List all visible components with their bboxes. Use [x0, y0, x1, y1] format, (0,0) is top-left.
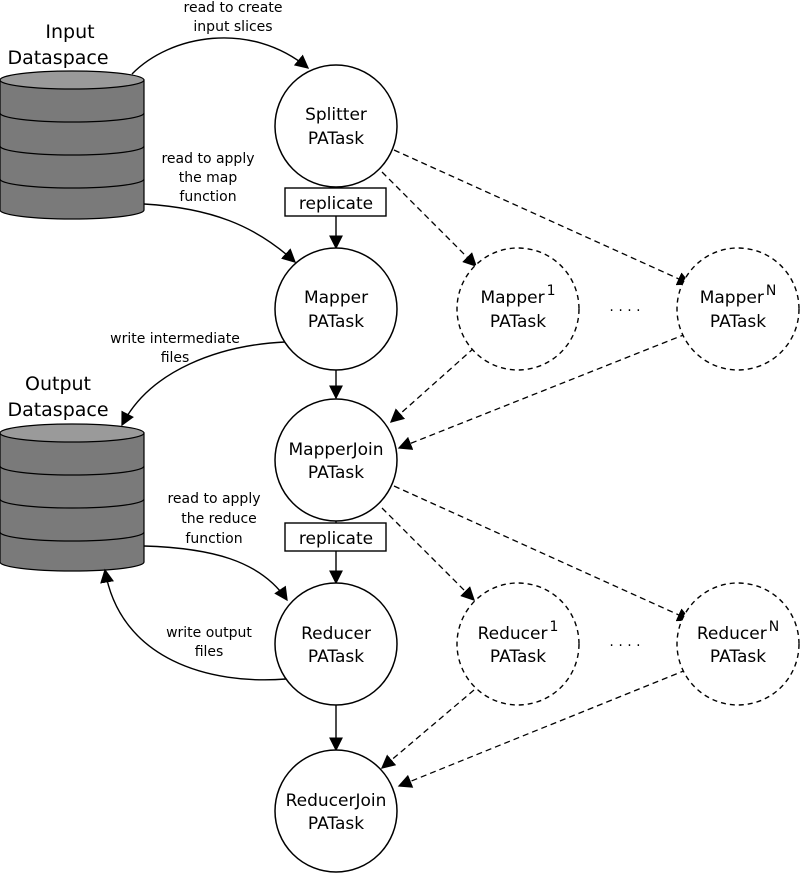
edge-label-reducer-output-2: files	[195, 644, 224, 660]
task-mapper-1-line2: PATask	[490, 312, 546, 332]
task-mapperjoin-line1: MapperJoin	[288, 440, 383, 460]
task-circle-dashed	[676, 247, 800, 371]
edge-reducern-to-reducerjoin	[397, 669, 687, 788]
task-reducer-n-name: Reducer	[697, 624, 767, 644]
task-circle-dashed	[676, 582, 800, 706]
task-mapper-n-line2: PATask	[710, 312, 766, 332]
task-mapperjoin: MapperJoin PATask	[274, 398, 398, 522]
task-reducer-n-superscript: N	[769, 619, 779, 635]
task-reducerjoin: ReducerJoin PATask	[274, 749, 398, 873]
input-cylinder-band	[0, 112, 145, 123]
output-dataspace: Output Dataspace	[0, 373, 145, 572]
edge-mapper1-to-mapperjoin	[389, 347, 475, 423]
edge-labels: read to create input slices read to appl…	[110, 0, 282, 660]
task-reducer-n-line2: PATask	[710, 647, 766, 667]
edge-output-to-reducer	[143, 545, 288, 602]
output-cylinder-top	[0, 423, 145, 443]
task-circle-dashed	[456, 582, 580, 706]
task-reducer-1-line1: Reducer 1	[478, 619, 559, 644]
task-reducer-1-line2: PATask	[490, 647, 546, 667]
task-mapper-n-line1: Mapper N	[700, 283, 777, 308]
task-reducerjoin-line1: ReducerJoin	[286, 791, 387, 811]
task-mapper-line2: PATask	[308, 312, 364, 332]
task-splitter: Splitter PATask	[274, 64, 398, 188]
task-circle	[274, 398, 398, 522]
edge-label-input-splitter-1: read to create	[184, 0, 283, 16]
task-mapperjoin-line2: PATask	[308, 463, 364, 483]
replicate-box-top	[284, 187, 387, 217]
output-cylinder-band	[0, 465, 145, 476]
task-splitter-line1: Splitter	[305, 105, 367, 125]
replicate-label-top: replicate	[299, 194, 373, 214]
edge-input-to-splitter	[131, 37, 310, 75]
edge-mappern-to-mapperjoin	[397, 333, 687, 450]
task-reducer-1-name: Reducer	[478, 624, 548, 644]
edge-reducer1-to-reducerjoin	[380, 689, 475, 769]
replicate-box-bottom	[284, 522, 387, 552]
task-mapper-1-name: Mapper	[480, 288, 544, 308]
input-dataspace-title-2: Dataspace	[7, 47, 108, 69]
input-cylinder-band	[0, 178, 145, 189]
edge-label-reducer-output-1: write output	[166, 625, 252, 641]
edge-label-output-reducer-1: read to apply	[167, 491, 260, 507]
task-mapper-n-name: Mapper	[700, 288, 764, 308]
output-dataspace-title-2: Dataspace	[7, 399, 108, 421]
edge-label-input-mapper-3: function	[179, 189, 236, 205]
task-reducer-n: Reducer N PATask	[676, 582, 800, 706]
dashed-edges	[380, 149, 692, 788]
task-reducer: Reducer PATask	[274, 582, 398, 706]
task-reducer-1: Reducer 1 PATask	[456, 582, 580, 706]
task-mapper-1-superscript: 1	[547, 283, 556, 299]
task-reducer-line2: PATask	[308, 647, 364, 667]
task-circle-dashed	[456, 247, 580, 371]
task-circle	[274, 64, 398, 188]
task-mapper-1-line1: Mapper 1	[480, 283, 555, 308]
edge-mapper-to-output	[121, 341, 286, 427]
replicate-top: replicate	[284, 187, 387, 217]
task-circle	[274, 749, 398, 873]
edge-label-output-reducer-2: the reduce	[181, 511, 257, 527]
task-circle	[274, 247, 398, 371]
edge-mapperjoin-to-reducern	[393, 485, 692, 622]
edge-label-input-splitter-2: input slices	[193, 19, 272, 35]
input-dataspace: Input Dataspace	[0, 21, 145, 220]
input-cylinder-body	[0, 79, 145, 220]
input-cylinder-top	[0, 70, 145, 90]
edge-label-output-reducer-3: function	[185, 531, 242, 547]
replicate-bottom: replicate	[284, 522, 387, 552]
edge-splitter-to-mappern	[393, 149, 692, 286]
task-mapper-n: Mapper N PATask	[676, 247, 800, 371]
mapper-row-ellipsis: . . . .	[609, 299, 640, 315]
input-dataspace-title-1: Input	[45, 21, 94, 43]
edge-label-mapper-output-2: files	[161, 350, 190, 366]
edge-mapperjoin-to-reducer1	[381, 507, 475, 601]
task-mapper-n-superscript: N	[766, 283, 776, 299]
edge-input-to-mapper	[143, 203, 297, 263]
output-cylinder-band	[0, 498, 145, 509]
task-mapper-1: Mapper 1 PATask	[456, 247, 580, 371]
task-reducer-n-line1: Reducer N	[697, 619, 779, 644]
input-cylinder-band	[0, 145, 145, 156]
task-reducer-line1: Reducer	[301, 624, 371, 644]
task-reducerjoin-line2: PATask	[308, 814, 364, 834]
task-splitter-line2: PATask	[308, 129, 364, 149]
output-dataspace-title-1: Output	[25, 373, 91, 395]
edge-label-input-mapper-1: read to apply	[161, 151, 254, 167]
edge-label-mapper-output-1: write intermediate	[110, 331, 240, 347]
reducer-row-ellipsis: . . . .	[609, 634, 640, 650]
task-mapper-line1: Mapper	[304, 288, 368, 308]
task-reducer-1-superscript: 1	[549, 619, 558, 635]
output-cylinder-body	[0, 432, 145, 572]
replicate-label-bottom: replicate	[299, 529, 373, 549]
edge-label-input-mapper-2: the map	[179, 170, 238, 186]
edge-reducer-to-output	[100, 568, 287, 681]
task-mapper: Mapper PATask	[274, 247, 398, 371]
edge-splitter-to-mapper1	[381, 171, 477, 267]
output-cylinder-band	[0, 531, 145, 542]
task-circle	[274, 582, 398, 706]
